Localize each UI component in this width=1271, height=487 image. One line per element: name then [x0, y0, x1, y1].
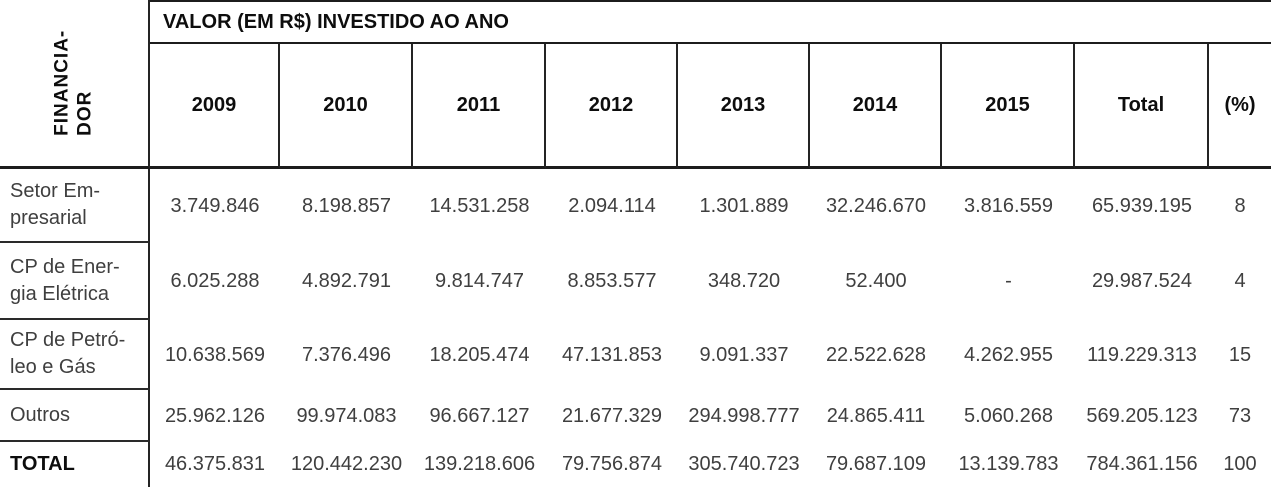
data-cell: 8.853.577: [567, 270, 657, 292]
span-header: VALOR (EM R$) INVESTIDO AO ANO: [150, 0, 1271, 44]
data-cell: 784.361.156: [1086, 453, 1198, 475]
data-cell: 569.205.123: [1086, 404, 1198, 427]
data-cell: 25.962.126: [164, 404, 266, 427]
data-cell: 3.816.559: [964, 194, 1053, 217]
data-cell: 9.091.337: [699, 343, 789, 366]
row-label-setor-empresarial: Setor Em- presarial: [0, 169, 150, 243]
data-cell: 139.218.606: [423, 453, 536, 475]
percent-cell: 73: [1228, 404, 1252, 427]
column-header-2010: 2010: [280, 44, 413, 169]
data-cell: 13.139.783: [958, 453, 1059, 475]
column-header-percent: (%): [1209, 44, 1271, 169]
data-cell: -: [1005, 270, 1012, 292]
data-cell: 2.094.114: [568, 194, 656, 217]
data-cell: 120.442.230: [290, 453, 403, 475]
data-cell: 29.987.524: [1091, 270, 1193, 292]
data-cell: 7.376.496: [302, 343, 391, 366]
row-label-outros: Outros: [0, 390, 150, 442]
data-cell: 119.229.313: [1087, 343, 1197, 366]
data-cell: 24.865.411: [826, 404, 926, 427]
percent-cell: 4: [1234, 270, 1246, 292]
data-cell: 65.939.195: [1091, 194, 1193, 217]
data-cell: 46.375.831: [164, 453, 266, 475]
column-header-2014: 2014: [810, 44, 942, 169]
data-cell: 348.720: [707, 270, 781, 292]
row-label-cp-petroleo-gas: CP de Petró- leo e Gás: [0, 320, 150, 390]
data-cell: 1.301.889: [699, 194, 789, 217]
data-cell: 79.756.874: [561, 453, 663, 475]
data-cell: 294.998.777: [688, 404, 800, 427]
data-cell: 4.262.955: [964, 343, 1053, 366]
financiador-header: FINANCIA- DOR: [51, 29, 95, 137]
data-cell: 14.531.258: [429, 194, 530, 217]
column-header-2011: 2011: [413, 44, 546, 169]
data-cell: 305.740.723: [688, 453, 800, 475]
data-cell: 5.060.268: [964, 404, 1053, 427]
column-header-2013: 2013: [678, 44, 810, 169]
data-cell: 3.749.846: [170, 194, 260, 217]
data-cell: 21.677.329: [561, 404, 663, 427]
data-cell: 47.131.853: [561, 343, 663, 366]
column-header-total: Total: [1075, 44, 1209, 169]
data-cell: 9.814.747: [435, 270, 524, 292]
percent-cell: 100: [1223, 453, 1257, 475]
data-cell: 10.638.569: [164, 343, 266, 366]
data-cell: 8.198.857: [302, 194, 391, 217]
percent-cell: 15: [1228, 343, 1252, 366]
column-header-2015: 2015: [942, 44, 1075, 169]
data-cell: 32.246.670: [825, 194, 927, 217]
column-header-2009: 2009: [150, 44, 280, 169]
data-cell: 6.025.288: [170, 270, 260, 292]
row-label-cp-energia-eletrica: CP de Ener- gia Elétrica: [0, 243, 150, 320]
data-cell: 22.522.628: [825, 343, 927, 366]
data-cell: 18.205.474: [429, 343, 530, 366]
row-label-total: TOTAL: [0, 442, 150, 487]
data-cell: 79.687.109: [825, 453, 927, 475]
column-header-2012: 2012: [546, 44, 678, 169]
data-cell: 99.974.083: [296, 404, 397, 427]
data-cell: 4.892.791: [302, 270, 391, 292]
percent-cell: 8: [1234, 194, 1246, 217]
data-cell: 96.667.127: [429, 404, 530, 427]
data-cell: 52.400: [845, 270, 907, 292]
corner-header-cell: FINANCIA- DOR: [0, 0, 150, 169]
